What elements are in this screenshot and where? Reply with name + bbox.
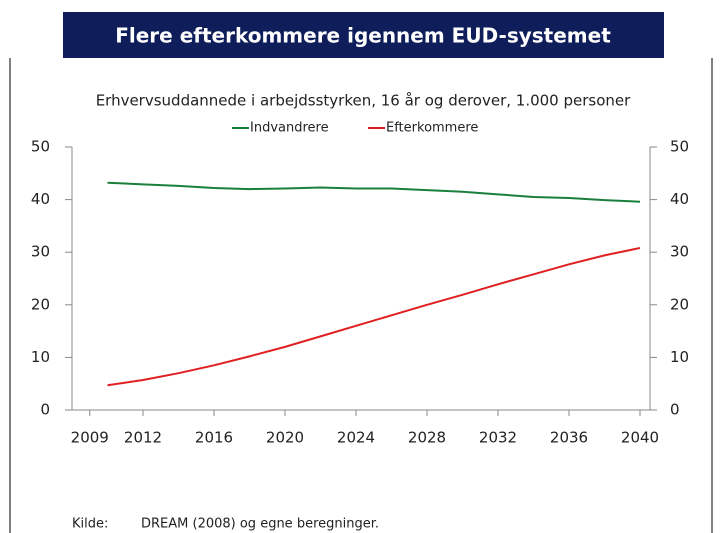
chart-title: Flere efterkommere igennem EUD-systemet	[115, 24, 611, 48]
x-tick-label: 2009	[71, 429, 109, 447]
y2-tick-label: 10	[670, 348, 689, 366]
x-tick-label: 2012	[124, 429, 162, 447]
legend-label: Efterkommere	[386, 121, 478, 136]
x-tick-label: 2032	[479, 429, 517, 447]
legend-label: Indvandrere	[250, 121, 329, 136]
y-tick-label: 50	[31, 138, 50, 156]
x-tick-label: 2016	[195, 429, 233, 447]
source: DREAM (2008) og egne beregninger.	[141, 517, 379, 532]
y-tick-label: 10	[31, 348, 50, 366]
y-tick-label: 40	[31, 190, 50, 208]
x-tick-label: 2020	[266, 429, 304, 447]
x-tick-label: 2028	[408, 429, 446, 447]
source-label: Kilde:	[72, 517, 108, 532]
y2-tick-label: 0	[670, 401, 680, 419]
title-box	[63, 12, 664, 58]
y2-tick-label: 20	[670, 295, 689, 313]
x-tick-label: 2036	[550, 429, 588, 447]
x-tick-label: 2040	[621, 429, 659, 447]
y2-tick-label: 40	[670, 190, 689, 208]
y2-tick-label: 50	[670, 138, 689, 156]
y-tick-label: 0	[40, 401, 50, 419]
series-line	[107, 247, 641, 387]
x-tick-label: 2024	[337, 429, 375, 447]
y-tick-label: 30	[31, 243, 50, 261]
series-line	[107, 181, 641, 203]
y2-tick-label: 30	[670, 243, 689, 261]
y-tick-label: 20	[31, 295, 50, 313]
subtitle: Erhvervsuddannede i arbejdsstyrken, 16 å…	[96, 92, 631, 110]
